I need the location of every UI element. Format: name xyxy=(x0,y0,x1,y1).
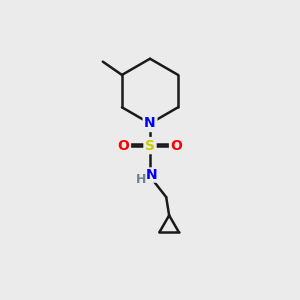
Text: O: O xyxy=(171,139,182,153)
Text: O: O xyxy=(118,139,129,153)
Text: S: S xyxy=(145,139,155,153)
Text: H: H xyxy=(135,173,146,186)
Text: N: N xyxy=(144,116,156,130)
Text: N: N xyxy=(146,168,157,182)
